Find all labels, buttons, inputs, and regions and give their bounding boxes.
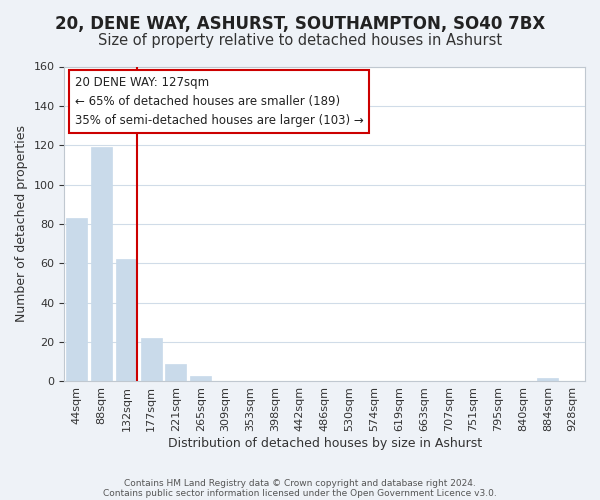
Text: Contains HM Land Registry data © Crown copyright and database right 2024.: Contains HM Land Registry data © Crown c…: [124, 478, 476, 488]
Bar: [537, 378, 559, 382]
Text: 20, DENE WAY, ASHURST, SOUTHAMPTON, SO40 7BX: 20, DENE WAY, ASHURST, SOUTHAMPTON, SO40…: [55, 15, 545, 33]
X-axis label: Distribution of detached houses by size in Ashurst: Distribution of detached houses by size …: [167, 437, 482, 450]
Bar: [66, 218, 88, 382]
Bar: [91, 147, 112, 382]
Y-axis label: Number of detached properties: Number of detached properties: [15, 126, 28, 322]
Text: Size of property relative to detached houses in Ashurst: Size of property relative to detached ho…: [98, 32, 502, 48]
Text: Contains public sector information licensed under the Open Government Licence v3: Contains public sector information licen…: [103, 488, 497, 498]
Bar: [116, 260, 137, 382]
Bar: [190, 376, 211, 382]
Text: 20 DENE WAY: 127sqm
← 65% of detached houses are smaller (189)
35% of semi-detac: 20 DENE WAY: 127sqm ← 65% of detached ho…: [75, 76, 364, 127]
Bar: [140, 338, 162, 382]
Bar: [166, 364, 187, 382]
